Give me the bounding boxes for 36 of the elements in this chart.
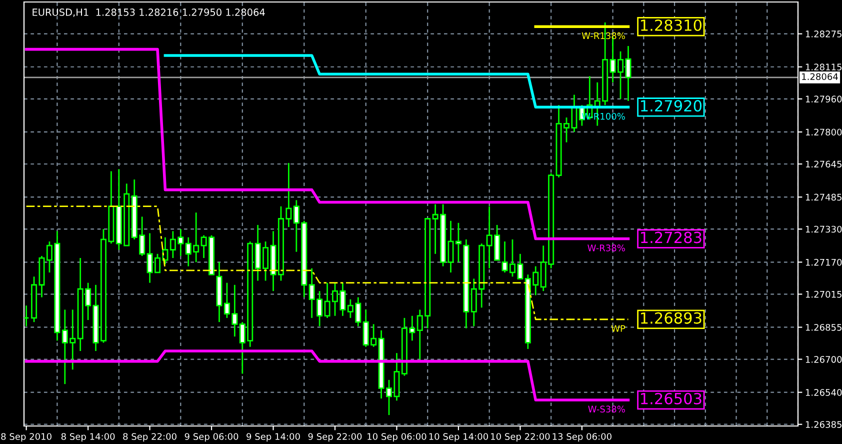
text: 1.28310 bbox=[641, 19, 702, 32]
x-tick-label: 10 Sep 22:00 bbox=[491, 433, 550, 442]
text: EURUSD,H1 1.28153 1.28216 1.27950 1.28064 bbox=[32, 8, 265, 17]
series-label: W-R38% bbox=[588, 244, 625, 252]
y-tick-label: 1.27800 bbox=[806, 128, 842, 136]
x-tick-label: 13 Sep 06:00 bbox=[552, 433, 612, 442]
y-tick-label: 1.27485 bbox=[806, 194, 842, 201]
x-tick-label: 9 Sep 22:00 bbox=[308, 433, 362, 442]
x-tick-label: 8 Sep 14:00 bbox=[61, 433, 115, 442]
x-tick-label: 8 Sep 2010 bbox=[1, 433, 52, 442]
y-tick-label: 1.27330 bbox=[806, 226, 842, 233]
x-tick-label: 9 Sep 14:00 bbox=[246, 433, 300, 442]
y-tick-label: 1.28115 bbox=[806, 64, 842, 70]
y-tick-label: 1.26855 bbox=[806, 324, 842, 331]
x-tick-label: 9 Sep 06:00 bbox=[184, 433, 238, 442]
x-tick-label: 10 Sep 14:00 bbox=[429, 433, 488, 442]
line-series bbox=[24, 48, 630, 240]
line-series bbox=[26, 206, 629, 320]
y-tick-label: 1.27015 bbox=[806, 290, 842, 298]
series-label: WP bbox=[611, 325, 626, 332]
y-tick-label: 1.26385 bbox=[806, 421, 842, 428]
text: 1.27920 bbox=[641, 100, 702, 112]
series-label: W-S38% bbox=[588, 406, 625, 413]
x-tick-label: 10 Sep 06:00 bbox=[368, 433, 426, 442]
y-tick-label: 1.28275 bbox=[806, 30, 842, 38]
candlestick bbox=[24, 304, 30, 327]
y-tick-label: 1.26540 bbox=[806, 389, 842, 396]
y-tick-label: 1.27645 bbox=[806, 160, 842, 168]
y-tick-label: 1.26700 bbox=[806, 356, 842, 363]
text: 1.26893 bbox=[641, 312, 702, 324]
x-tick-label: 8 Sep 22:00 bbox=[123, 433, 176, 442]
ref-line-label: 1.28064 bbox=[802, 73, 838, 80]
y-tick-label: 1.27170 bbox=[806, 258, 842, 266]
y-tick-label: 1.27960 bbox=[806, 96, 842, 102]
text: 1.27283 bbox=[641, 232, 702, 244]
text: 1.26503 bbox=[641, 392, 702, 404]
